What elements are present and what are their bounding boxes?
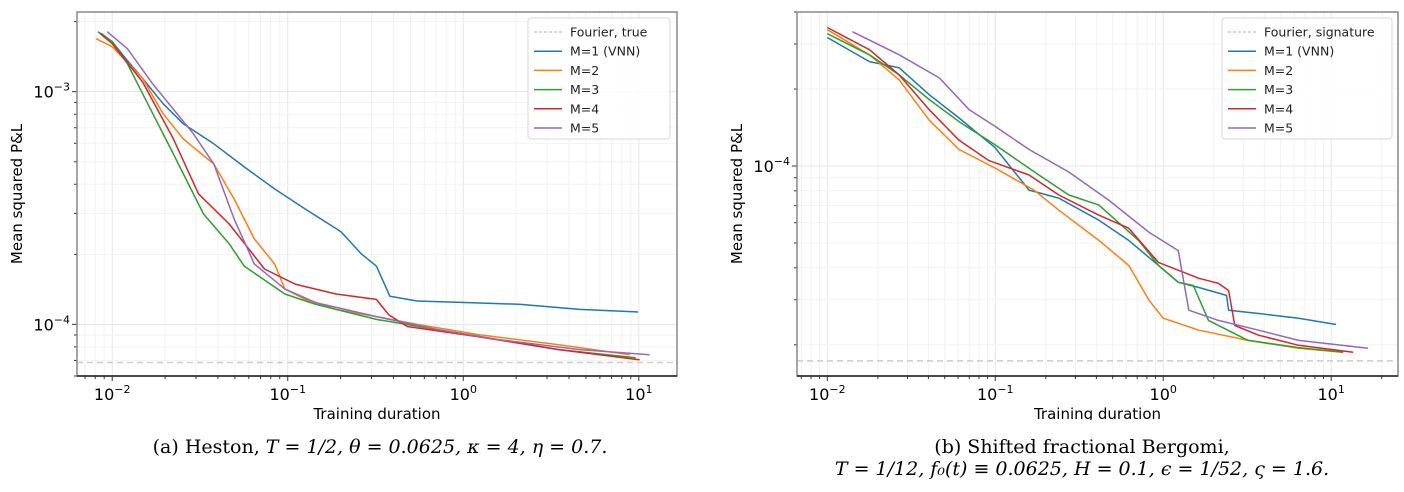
series-line-m-2 — [826, 29, 1344, 353]
legend-label: Fourier, true — [570, 25, 648, 40]
series-line-m-1-vnn- — [826, 36, 1337, 326]
series-line-m-3 — [826, 33, 1344, 353]
y-axis-label: Mean squared P&L — [8, 123, 26, 264]
legend-label: M=5 — [570, 121, 599, 136]
y-tick-label: 10−3 — [33, 81, 70, 102]
legend-box — [1221, 17, 1393, 140]
legend-box — [527, 17, 671, 140]
legend-label: M=3 — [1264, 82, 1293, 97]
y-axis-label: Mean squared P&L — [728, 123, 746, 264]
x-axis-label: Training duration — [312, 405, 440, 420]
legend: Fourier, true M=1 (VNN) M=2 M=3 M=4 M=5 — [527, 17, 671, 140]
x-tick-label: 10−1 — [269, 383, 306, 404]
y-tick-label: 10−4 — [33, 313, 70, 334]
legend-label: M=1 (VNN) — [1264, 44, 1334, 59]
series-line-m-4 — [99, 32, 640, 361]
legend-label: M=4 — [570, 101, 599, 116]
panel-b: 10−2 10−1 100 101 10−4 Training duration Mean … — [728, 11, 1399, 420]
y-tick-label: 10−4 — [753, 155, 790, 176]
series-line-m-2 — [95, 38, 631, 356]
x-tick-label: 100 — [450, 383, 477, 404]
x-tick-label: 100 — [1150, 383, 1177, 404]
series-line-m-4 — [826, 26, 1354, 353]
caption-a-prefix: (a) Heston, — [152, 436, 266, 458]
caption-b: (b) Shifted fractional Bergomi, T = 1/12… — [760, 436, 1404, 480]
x-tick-label: 10−2 — [94, 383, 131, 404]
legend-label: M=3 — [570, 82, 599, 97]
x-tick-label: 101 — [625, 383, 652, 404]
series-line-m-5 — [852, 31, 1369, 349]
legend-label: M=5 — [1264, 121, 1293, 136]
x-axis-label: Training duration — [1033, 405, 1161, 420]
legend-label: M=2 — [1264, 63, 1293, 78]
x-tick-label: 10−1 — [977, 383, 1014, 404]
figure: 10−2 10−1 100 101 10−3 10−4 Training duration M… — [8, 11, 1399, 420]
legend-label: M=1 (VNN) — [570, 44, 640, 59]
legend-label: M=4 — [1264, 101, 1293, 116]
legend-label: Fourier, signature — [1264, 25, 1375, 40]
panel-a: 10−2 10−1 100 101 10−3 10−4 Training duration M… — [8, 11, 678, 420]
x-tick-label: 10−2 — [809, 383, 846, 404]
legend-label: M=2 — [570, 63, 599, 78]
legend: Fourier, signature M=1 (VNN) M=2 M=3 M=4 M=5 — [1221, 17, 1393, 140]
caption-b-line2: T = 1/12, f₀(t) ≡ 0.0625, H = 0.1, ϵ = 1… — [834, 458, 1330, 480]
caption-a: (a) Heston, T = 1/2, θ = 0.0625, κ = 4, … — [70, 436, 690, 458]
caption-a-math: T = 1/2, θ = 0.0625, κ = 4, η = 0.7. — [265, 436, 608, 458]
caption-b-line1: (b) Shifted fractional Bergomi, — [934, 436, 1230, 458]
series-line-m-5 — [106, 31, 650, 356]
grid — [792, 11, 1398, 381]
x-tick-label: 101 — [1317, 383, 1344, 404]
